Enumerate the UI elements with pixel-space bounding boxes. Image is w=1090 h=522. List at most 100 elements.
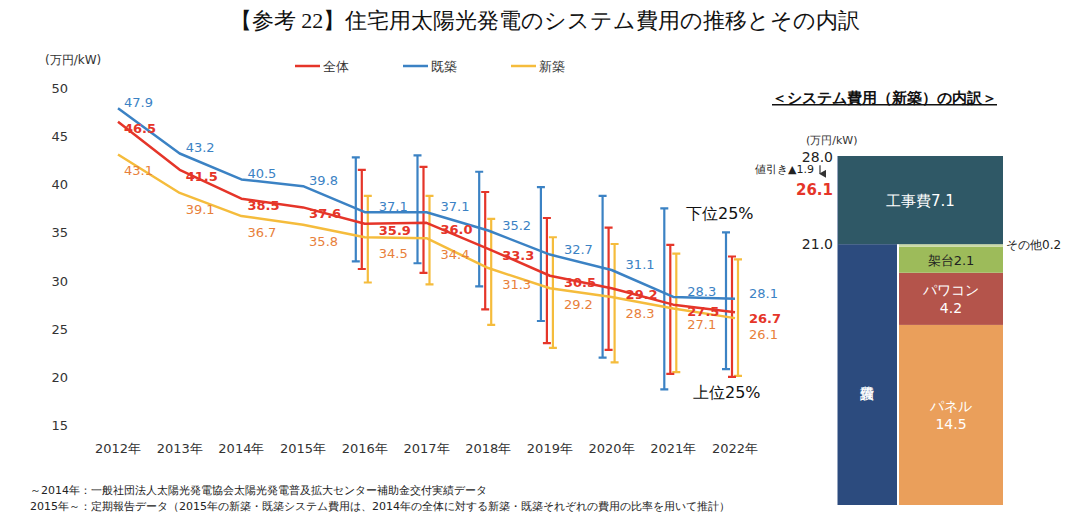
error-bar — [660, 208, 668, 389]
y-axis-title: (万円/kW) — [806, 134, 858, 147]
segment-label: パネル — [929, 398, 972, 414]
data-label: 35.8 — [309, 234, 338, 249]
x-tick-label: 2018年 — [465, 441, 511, 456]
error-bar — [722, 232, 730, 369]
bar-segment — [899, 244, 1003, 246]
data-label: 32.7 — [564, 242, 593, 257]
bar-segment — [899, 325, 1003, 505]
y-tick-label: 30 — [51, 274, 68, 289]
x-tick-label: 2020年 — [589, 441, 635, 456]
segment-value: 7.1 — [931, 192, 955, 210]
segment-label: その他0.2 — [1006, 238, 1061, 252]
data-label: 38.5 — [247, 198, 279, 213]
data-label: 26.1 — [749, 327, 778, 342]
error-bar — [414, 155, 422, 263]
legend-swatch — [511, 65, 536, 68]
x-tick-label: 2014年 — [218, 441, 264, 456]
error-bar — [420, 167, 428, 273]
data-label: 43.2 — [186, 140, 215, 155]
segment-name: 工事費 — [886, 192, 931, 210]
x-tick-label: 2015年 — [280, 441, 326, 456]
discount-value: 1.9 — [797, 163, 815, 176]
error-bar — [481, 192, 489, 309]
data-label: 29.2 — [564, 297, 593, 312]
data-label: 35.2 — [502, 218, 531, 233]
legend-swatch — [295, 65, 320, 68]
error-bar — [543, 218, 551, 343]
bar-marks — [838, 156, 1003, 505]
segment-value: 2.1 — [954, 253, 975, 268]
data-label: 47.9 — [124, 95, 153, 110]
x-tick-label: 2021年 — [650, 441, 696, 456]
error-bar — [358, 170, 366, 269]
discount-arrow — [819, 165, 820, 174]
data-label: 40.5 — [247, 166, 276, 181]
series-line — [118, 108, 735, 299]
bar-segment — [838, 244, 897, 505]
y-tick-label: 40 — [51, 177, 68, 192]
discount-label: 値引き▲1.9 — [755, 163, 814, 176]
x-tick-label: 2016年 — [342, 441, 388, 456]
data-label: 29.2 — [626, 287, 658, 302]
y-tick-label: 25 — [51, 322, 68, 337]
bar-segment — [899, 247, 1003, 273]
segment-value: 0.2 — [1042, 238, 1061, 252]
segment-label: 架台2.1 — [928, 253, 975, 268]
y-tick-label: 45 — [51, 129, 68, 144]
data-label: 39.8 — [309, 173, 338, 188]
data-label: 41.5 — [186, 169, 218, 184]
y-tick-label: 50 — [51, 81, 68, 96]
data-label: 28.3 — [687, 284, 716, 299]
x-tick-label: 2012年 — [95, 441, 141, 456]
error-bar — [611, 244, 619, 362]
bar-segment — [838, 156, 1003, 244]
data-label: 27.5 — [687, 304, 719, 319]
segment-name: 架台 — [928, 253, 954, 268]
data-label: 36.7 — [247, 225, 276, 240]
data-label: 37.1 — [441, 199, 470, 214]
legend-label: 既築 — [431, 59, 457, 74]
breakdown-chart: ＜システム費用（新築）の内訳＞パネル14.5パワコン4.2架台2.1その他0.2… — [755, 89, 1061, 505]
legend-label: 全体 — [323, 59, 349, 74]
x-tick-label: 2022年 — [712, 441, 758, 456]
footnote: ～2014年：一般社団法人太陽光発電協会太陽光発電普及拡大センター補助金交付実績… — [30, 484, 487, 497]
series-line — [118, 154, 735, 318]
error-bar — [537, 187, 545, 321]
x-tick-label: 2019年 — [527, 441, 573, 456]
y-tick-label: 20 — [51, 370, 68, 385]
data-label: 34.5 — [379, 246, 408, 261]
data-label: 26.7 — [749, 311, 781, 326]
legend-swatch — [403, 65, 428, 68]
footnote: 2015年～：定期報告データ（2015年の新築・既築システム費用は、2014年の… — [30, 500, 730, 513]
data-label: 34.4 — [441, 247, 470, 262]
data-label: 28.1 — [749, 286, 778, 301]
group-label: 設備費 — [860, 386, 874, 401]
chart-root: 【参考 22】住宅用太陽光発電のシステム費用の推移とその内訳～2014年：一般社… — [0, 0, 1090, 522]
chart-title: ＜システム費用（新築）の内訳＞ — [772, 89, 997, 107]
segment-value: 4.2 — [940, 300, 962, 316]
annotation: 下位25% — [686, 204, 754, 223]
data-label: 31.3 — [502, 277, 531, 292]
data-label: 43.1 — [124, 163, 153, 178]
data-label: 30.5 — [564, 275, 596, 290]
data-label: 35.9 — [379, 223, 411, 238]
data-label: 37.6 — [309, 206, 341, 221]
discount-text: 値引き▲ — [755, 163, 797, 176]
data-label: 46.5 — [124, 121, 156, 136]
data-label: 27.1 — [687, 317, 716, 332]
plot-marks — [118, 108, 742, 389]
legend-label: 新築 — [539, 59, 565, 74]
y-tick-label: 35 — [51, 225, 68, 240]
x-tick-label: 2013年 — [157, 441, 203, 456]
segment-label: 工事費7.1 — [886, 192, 955, 210]
series-line — [118, 122, 735, 313]
line-chart: (万円/kW)15202530354045502012年2013年2014年20… — [45, 53, 781, 456]
error-bar — [734, 259, 742, 376]
segment-label: パワコン — [922, 282, 979, 298]
y-axis-title: (万円/kW) — [45, 53, 101, 67]
segment-name: その他 — [1006, 238, 1042, 252]
error-bar — [599, 196, 607, 358]
data-label: 33.3 — [502, 248, 534, 263]
data-label: 39.1 — [186, 202, 215, 217]
data-label: 37.1 — [379, 199, 408, 214]
